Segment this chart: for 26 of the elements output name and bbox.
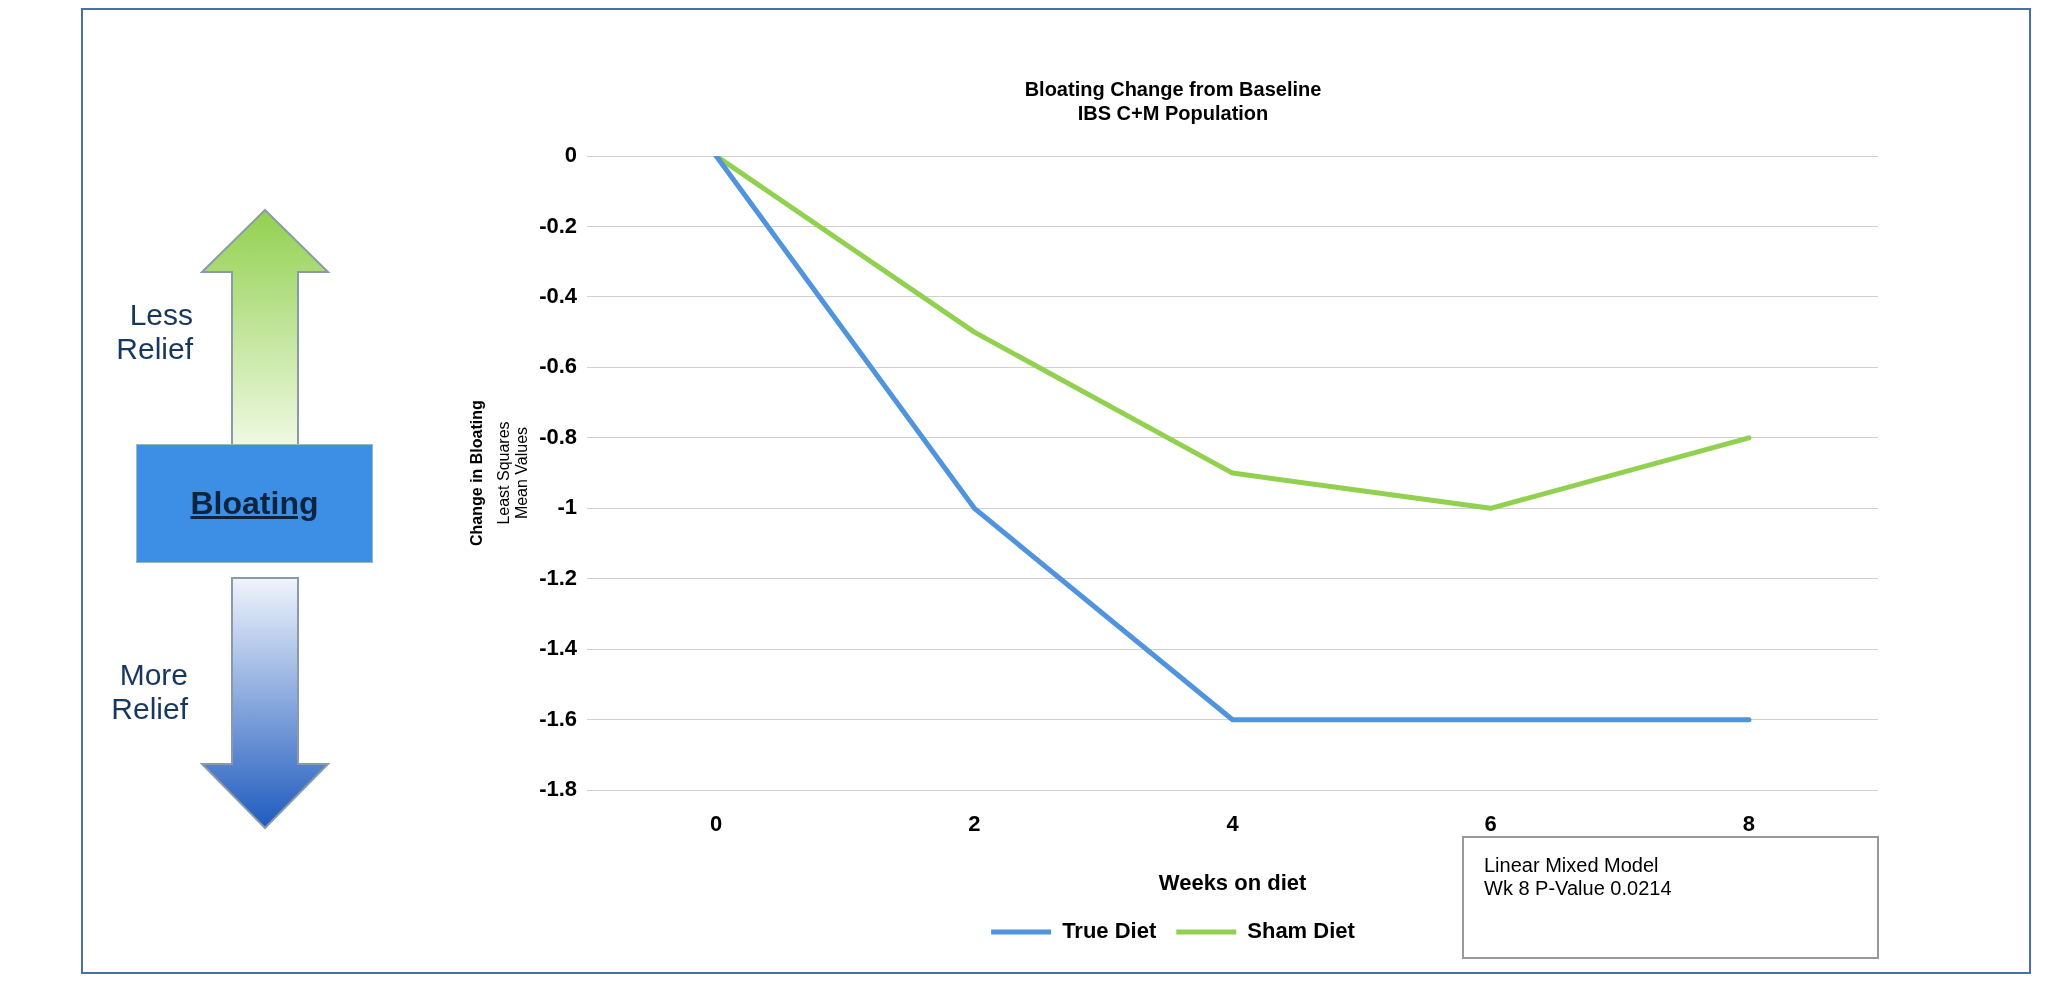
x-tick-label: 0: [710, 811, 723, 837]
y-tick-label: -1.2: [539, 564, 578, 590]
legend-label: True Diet: [1062, 918, 1157, 944]
legend-label: Sham Diet: [1247, 918, 1356, 944]
x-axis-title: Weeks on diet: [1158, 869, 1307, 895]
text: Least Squares Mean Values: [495, 420, 531, 527]
chart-title: Bloating Change from Baseline: [1024, 77, 1322, 100]
text: Linear Mixed Model Wk 8 P-Value 0.0214: [1462, 836, 1879, 959]
x-tick-label: 8: [1742, 811, 1756, 837]
y-tick-label: -0.8: [539, 423, 578, 449]
text: More Relief: [110, 658, 188, 726]
y-tick-label: -1.4: [539, 635, 578, 661]
chart-subtitle: IBS C+M Population: [1077, 101, 1269, 124]
text: Less Relief: [115, 298, 193, 366]
x-tick-label: 2: [968, 811, 981, 837]
y-tick-label: 0: [564, 142, 578, 168]
text: Bloating: [136, 444, 373, 563]
y-tick-label: -1: [557, 494, 578, 520]
x-tick-label: 6: [1484, 811, 1497, 837]
x-tick-label: 4: [1226, 811, 1240, 837]
y-tick-label: -0.6: [539, 353, 578, 379]
y-tick-label: -0.4: [539, 283, 578, 308]
y-axis-title: Change in Bloating: [468, 400, 486, 546]
y-tick-label: -1.6: [539, 705, 578, 731]
y-tick-label: -1.8: [539, 776, 578, 802]
y-tick-label: -0.2: [539, 212, 578, 238]
